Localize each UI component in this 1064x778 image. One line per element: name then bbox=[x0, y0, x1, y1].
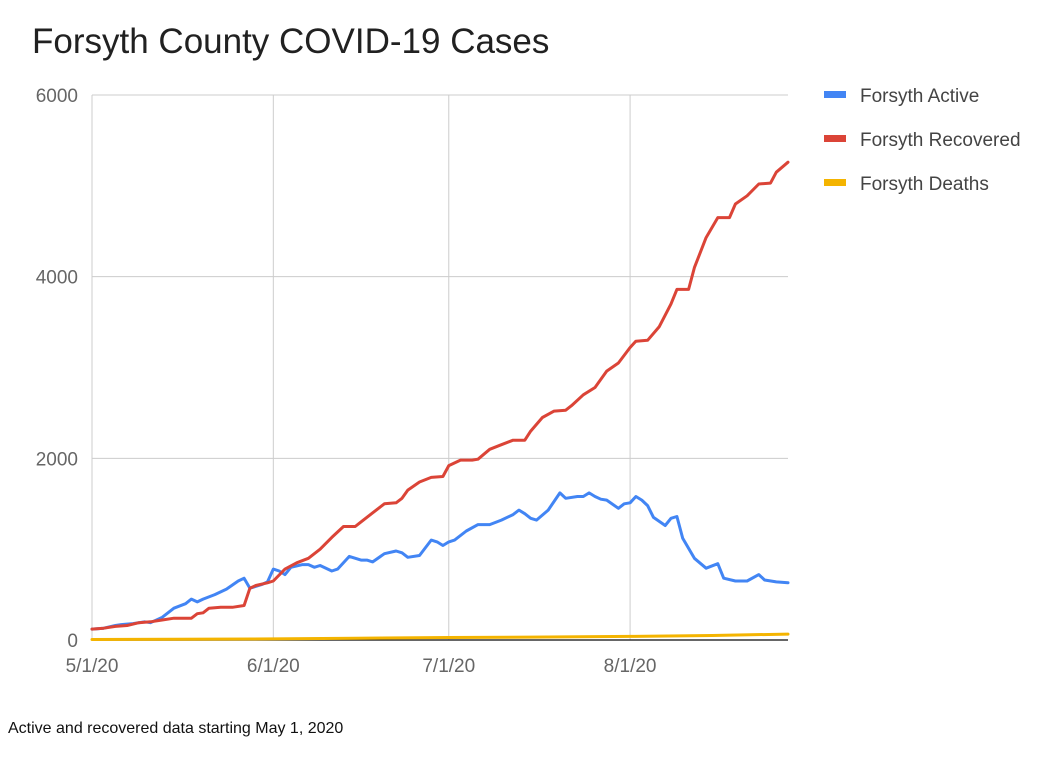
x-tick-label: 5/1/20 bbox=[66, 656, 119, 677]
series-lines bbox=[90, 160, 790, 641]
legend-label: Forsyth Recovered bbox=[860, 130, 1021, 151]
x-tick-label: 6/1/20 bbox=[247, 656, 300, 677]
chart-title: Forsyth County COVID-19 Cases bbox=[32, 22, 549, 61]
legend-label: Forsyth Active bbox=[860, 86, 979, 107]
legend-label: Forsyth Deaths bbox=[860, 174, 989, 195]
y-tick-label: 2000 bbox=[36, 449, 78, 470]
legend: Forsyth Active Forsyth Recovered Forsyth D… bbox=[824, 86, 1021, 195]
y-tick-label: 6000 bbox=[36, 86, 78, 107]
series-line-forsyth-active bbox=[90, 491, 790, 631]
caption: Active and recovered data starting May 1… bbox=[8, 720, 344, 737]
y-tick-label: 4000 bbox=[36, 268, 78, 289]
x-tick-label: 7/1/20 bbox=[422, 656, 475, 677]
legend-swatch bbox=[824, 179, 846, 186]
series-line-forsyth-deaths bbox=[90, 632, 790, 641]
legend-swatch bbox=[824, 91, 846, 98]
legend-swatch bbox=[824, 135, 846, 142]
series-line-forsyth-recovered bbox=[90, 160, 790, 631]
axes: 0 2000 4000 6000 5/1/20 6/1/20 7/1/20 8/1/20 bbox=[36, 86, 788, 677]
gridlines bbox=[91, 94, 788, 640]
y-tick-label: 0 bbox=[67, 631, 78, 652]
chart: Forsyth County COVID-19 Cases 0 2000 4000 6… bbox=[32, 22, 1021, 677]
x-tick-label: 8/1/20 bbox=[604, 656, 657, 677]
